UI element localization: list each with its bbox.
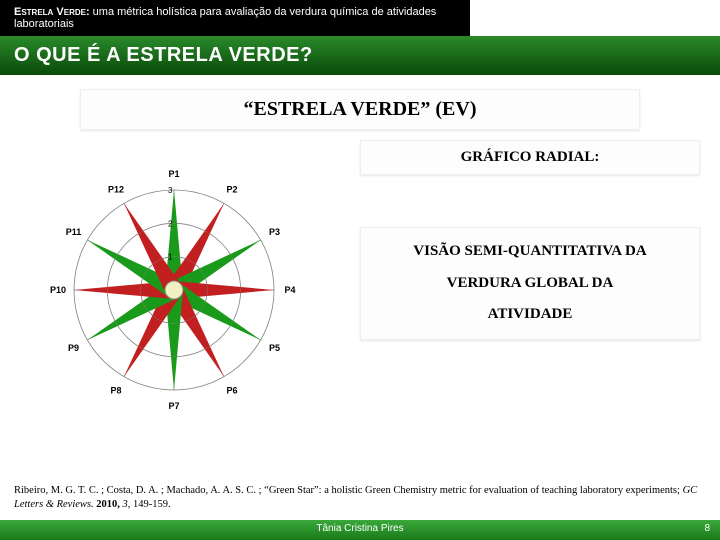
svg-text:P12: P12 — [108, 185, 124, 195]
svg-text:P4: P4 — [284, 285, 295, 295]
right-column: GRÁFICO RADIAL: VISÃO SEMI-QUANTITATIVA … — [360, 140, 700, 392]
svg-text:P9: P9 — [68, 343, 79, 353]
info-box-1: GRÁFICO RADIAL: — [360, 140, 700, 175]
svg-text:P7: P7 — [168, 401, 179, 411]
footer: Tânia Cristina Pires 8 — [0, 520, 720, 540]
info-box-2-line3: ATIVIDADE — [367, 299, 693, 331]
citation-year: 2010, — [94, 499, 123, 510]
svg-text:3: 3 — [168, 186, 173, 195]
section-title: O QUE É A ESTRELA VERDE? — [0, 36, 720, 75]
svg-text:P11: P11 — [66, 227, 82, 237]
content-area: P1 P2 P3 P4 P5 P6 P7 P8 P9 P10 P11 P12 1 2 3 GRÁFICO R… — [0, 130, 720, 430]
footer-page: 8 — [704, 523, 710, 534]
svg-text:P1: P1 — [168, 169, 179, 179]
citation-authors: Ribeiro, M. G. T. C. ; Costa, D. A. ; Ma… — [14, 485, 264, 496]
footer-author: Tânia Cristina Pires — [316, 523, 403, 534]
header-bold: Estrela Verde: — [14, 6, 90, 18]
citation-title: “Green Star”: a holistic Green Chemistry… — [264, 485, 682, 496]
citation-pages: , 149-159. — [128, 499, 171, 510]
svg-text:P3: P3 — [269, 227, 280, 237]
citation: Ribeiro, M. G. T. C. ; Costa, D. A. ; Ma… — [14, 484, 706, 512]
info-box-2-line1: VISÃO SEMI-QUANTITATIVA DA — [367, 236, 693, 268]
svg-text:P8: P8 — [110, 385, 121, 395]
svg-text:1: 1 — [168, 253, 173, 262]
info-box-2: VISÃO SEMI-QUANTITATIVA DA VERDURA GLOBA… — [360, 227, 700, 340]
subtitle-box: “ESTRELA VERDE” (EV) — [80, 89, 640, 130]
header-bar: Estrela Verde: uma métrica holística par… — [0, 0, 470, 36]
svg-text:2: 2 — [168, 219, 173, 228]
svg-text:P2: P2 — [226, 185, 237, 195]
svg-text:P10: P10 — [50, 285, 66, 295]
info-box-2-line2: VERDURA GLOBAL DA — [367, 268, 693, 300]
svg-text:P5: P5 — [269, 343, 280, 353]
svg-text:P6: P6 — [226, 385, 237, 395]
radial-chart: P1 P2 P3 P4 P5 P6 P7 P8 P9 P10 P11 P12 1 2 3 — [24, 150, 324, 430]
